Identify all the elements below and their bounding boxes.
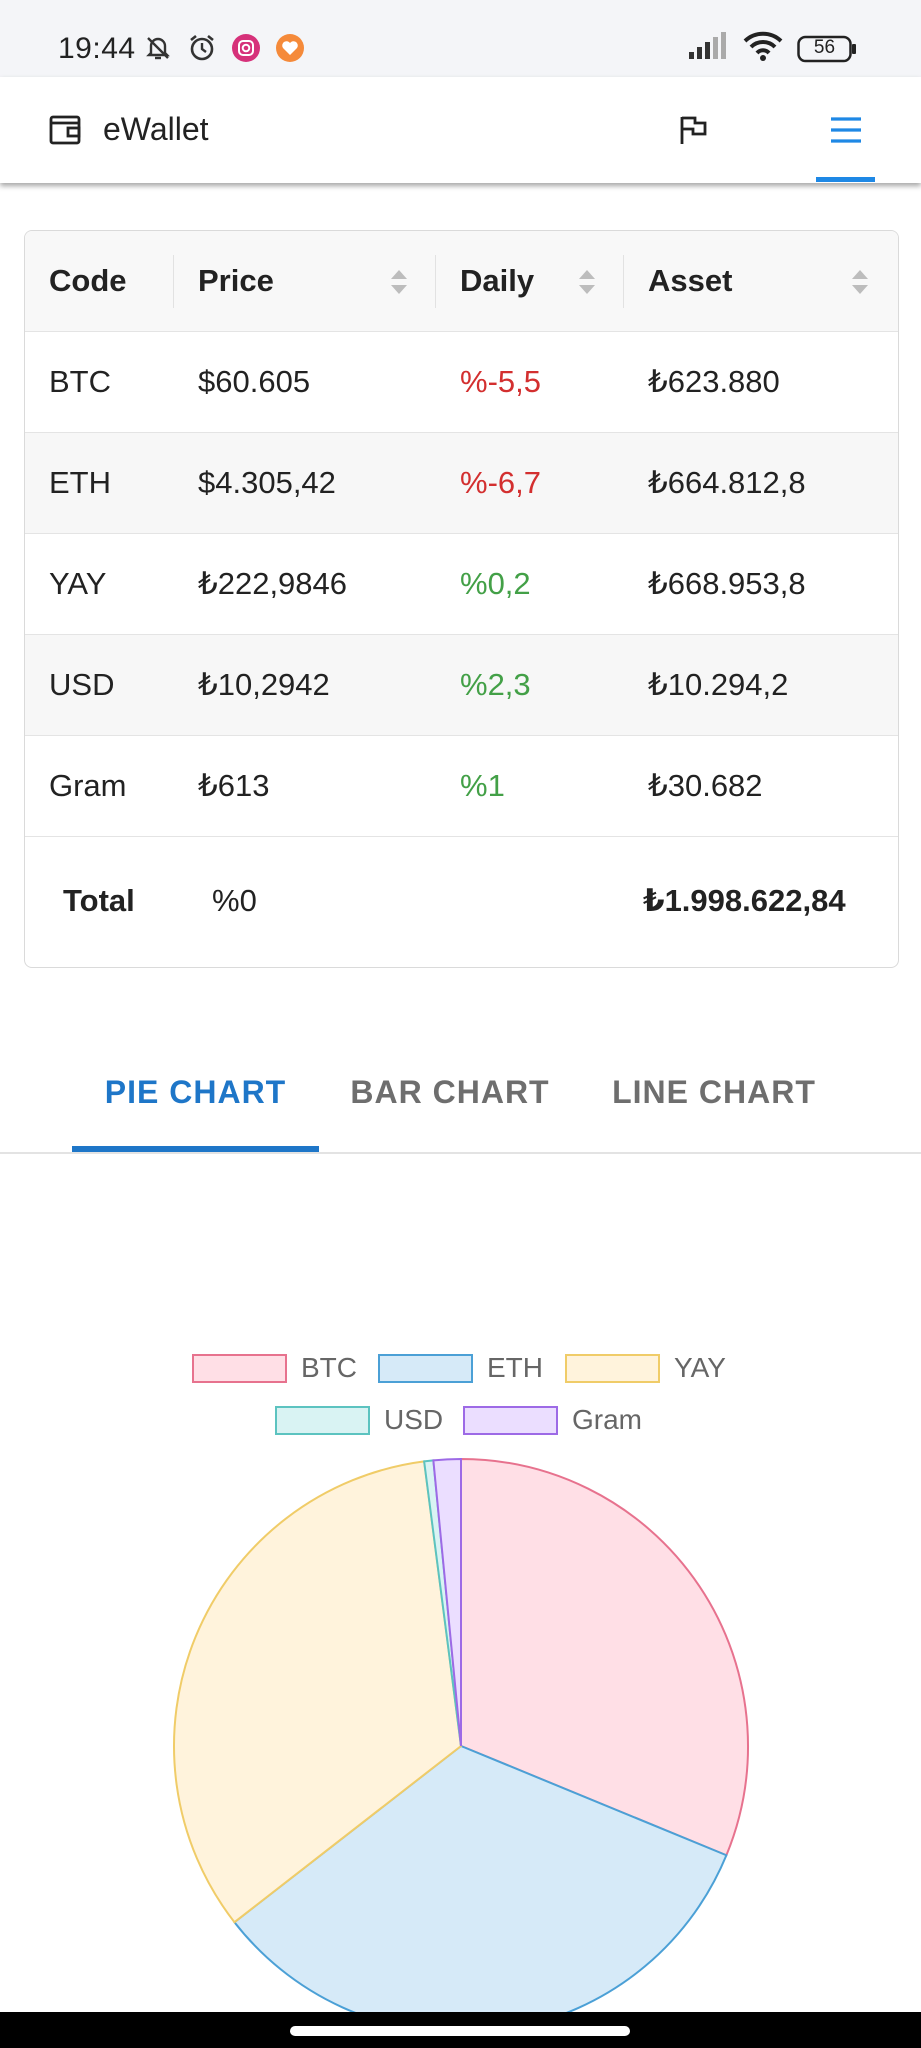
hamburger-menu-icon (831, 117, 861, 143)
home-gesture-handle[interactable] (290, 2026, 630, 2036)
table-row: ETH $4.305,42 %-6,7 ₺664.812,8 (25, 433, 898, 534)
pie-slice-yay[interactable] (173, 1460, 463, 1924)
table-row: USD ₺10,2942 %2,3 ₺10.294,2 (25, 635, 898, 736)
header-asset[interactable]: Asset (648, 263, 733, 298)
cell-daily: %0,2 (460, 566, 531, 601)
table-row: Gram ₺613 %1 ₺30.682 (25, 736, 898, 837)
active-tab-indicator (72, 1146, 319, 1152)
total-label: Total (63, 883, 135, 918)
cell-code: BTC (49, 364, 111, 399)
legend-swatch-usd (275, 1405, 370, 1435)
menu-button[interactable] (816, 107, 876, 153)
flag-icon (680, 116, 707, 144)
column-separator (435, 255, 436, 308)
sort-price-icon[interactable] (389, 267, 409, 297)
notification-icons (142, 32, 306, 64)
cell-asset: ₺623.880 (648, 364, 780, 399)
legend-swatch-eth (378, 1353, 473, 1383)
legend-swatch-yay (565, 1353, 660, 1383)
legend-item-eth[interactable]: ETH (378, 1352, 543, 1384)
bell-muted-icon (142, 32, 174, 64)
sort-asset-icon[interactable] (850, 267, 870, 297)
legend-label: YAY (674, 1352, 726, 1383)
wifi-icon (743, 31, 783, 66)
chart-tabs: PIE CHART BAR CHART LINE CHART (0, 1030, 921, 1154)
cell-price: ₺222,9846 (198, 566, 348, 601)
column-separator (623, 255, 624, 308)
battery-icon: 56 (797, 35, 857, 63)
cell-asset: ₺668.953,8 (648, 566, 806, 601)
total-asset: ₺1.998.622,84 (643, 883, 846, 918)
pie-chart (173, 1457, 750, 2012)
cell-code: Gram (49, 768, 127, 803)
instagram-icon (230, 32, 262, 64)
cell-code: YAY (49, 566, 107, 601)
legend-item-gram[interactable]: Gram (463, 1404, 642, 1436)
cell-asset: ₺664.812,8 (648, 465, 806, 500)
cell-price: $4.305,42 (198, 465, 336, 500)
cell-daily: %1 (460, 768, 505, 803)
app-bar: eWallet (0, 77, 921, 183)
cell-daily: %-5,5 (460, 364, 541, 399)
language-flag-button[interactable] (670, 107, 716, 153)
tab-bar-chart[interactable]: BAR CHART (350, 1073, 550, 1110)
legend-item-yay[interactable]: YAY (565, 1352, 726, 1384)
wallet-icon (48, 113, 82, 147)
header-daily[interactable]: Daily (460, 263, 535, 298)
legend-label: USD (384, 1404, 444, 1435)
cell-asset: ₺10.294,2 (648, 667, 789, 702)
header-price[interactable]: Price (198, 263, 274, 298)
legend-label: BTC (301, 1352, 357, 1383)
cell-code: ETH (49, 465, 111, 500)
cell-price: $60.605 (198, 364, 311, 399)
cell-price: ₺613 (198, 768, 270, 803)
cell-asset: ₺30.682 (648, 768, 763, 803)
app-notification-icon (274, 32, 306, 64)
cell-daily: %-6,7 (460, 465, 541, 500)
legend-item-usd[interactable]: USD (275, 1404, 443, 1436)
status-bar: 19:44 56 (0, 0, 921, 77)
menu-active-indicator (816, 177, 875, 182)
total-row: Total %0 ₺1.998.622,84 (25, 837, 898, 965)
table-row: BTC $60.605 %-5,5 ₺623.880 (25, 332, 898, 433)
legend-swatch-btc (192, 1353, 287, 1383)
table-row: YAY ₺222,9846 %0,2 ₺668.953,8 (25, 534, 898, 635)
column-separator (173, 255, 174, 308)
portfolio-table: Code Price Daily Asset BTC $60.605 %-5,5… (24, 230, 899, 968)
system-icons: 56 (687, 31, 857, 66)
signal-icon (687, 32, 729, 65)
pie-slice-eth[interactable] (233, 1744, 728, 2012)
cell-code: USD (49, 667, 115, 702)
battery-level: 56 (813, 36, 836, 58)
legend-item-btc[interactable]: BTC (192, 1352, 357, 1384)
legend-swatch-gram (463, 1405, 558, 1435)
legend-label: Gram (572, 1404, 642, 1435)
total-daily: %0 (212, 883, 257, 918)
alarm-icon (186, 32, 218, 64)
cell-daily: %2,3 (460, 667, 531, 702)
legend-label: ETH (487, 1352, 543, 1383)
status-time: 19:44 (58, 32, 136, 65)
sort-daily-icon[interactable] (577, 267, 597, 297)
pie-slice-btc[interactable] (460, 1457, 750, 1857)
header-code[interactable]: Code (49, 263, 127, 298)
tab-line-chart[interactable]: LINE CHART (612, 1073, 816, 1110)
cell-price: ₺10,2942 (198, 667, 330, 702)
tab-pie-chart[interactable]: PIE CHART (104, 1073, 287, 1110)
app-title: eWallet (103, 111, 209, 147)
table-header: Code Price Daily Asset (25, 231, 898, 332)
pie-slice-gram[interactable] (432, 1457, 462, 1747)
